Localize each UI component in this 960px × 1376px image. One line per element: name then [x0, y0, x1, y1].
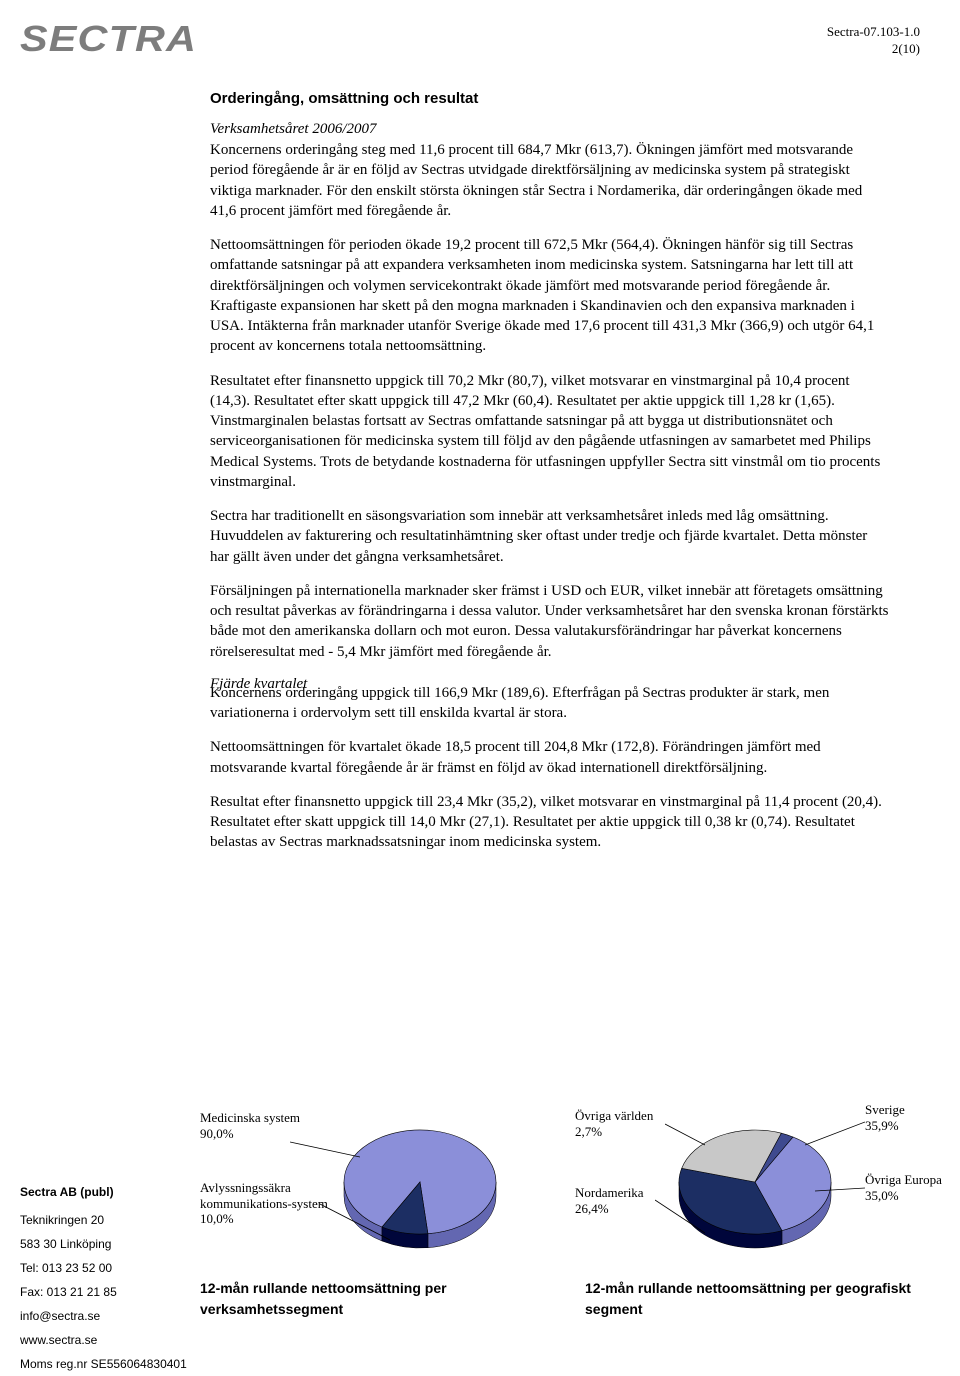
- slice-percent: 35,9%: [865, 1118, 899, 1133]
- chart-geography: Sverige 35,9% Övriga Europa 35,0% Nordam…: [585, 1110, 930, 1320]
- company-email: info@sectra.se: [20, 1304, 190, 1328]
- paragraph: Nettoomsättningen för kvartalet ökade 18…: [210, 737, 890, 778]
- slice-label: Övriga Europa: [865, 1172, 942, 1187]
- company-name: Sectra AB (publ): [20, 1180, 190, 1204]
- company-address-line: Teknikringen 20: [20, 1208, 190, 1232]
- page-number: 2(10): [827, 41, 920, 58]
- slice-percent: 10,0%: [200, 1211, 234, 1226]
- leader-line: [805, 1120, 865, 1150]
- company-vat: Moms reg.nr SE556064830401: [20, 1352, 190, 1376]
- slice-label: Nordamerika: [575, 1185, 644, 1200]
- paragraph: Resultat efter finansnetto uppgick till …: [210, 792, 890, 853]
- leader-line: [665, 1120, 705, 1150]
- slice-label: Avlyssningssäkra kommunikations-system: [200, 1180, 328, 1211]
- chart-label: Övriga Europa 35,0%: [865, 1172, 945, 1203]
- slice-label: Övriga världen: [575, 1108, 653, 1123]
- doc-id: Sectra-07.103-1.0: [827, 24, 920, 41]
- logo: SECTRA: [20, 18, 197, 60]
- slice-label: Medicinska system: [200, 1110, 300, 1125]
- company-address-line: 583 30 Linköping: [20, 1232, 190, 1256]
- company-phone: Tel: 013 23 52 00: [20, 1256, 190, 1280]
- paragraph: Resultatet efter finansnetto uppgick til…: [210, 371, 890, 493]
- slice-percent: 26,4%: [575, 1201, 609, 1216]
- chart-label: Avlyssningssäkra kommunikations-system 1…: [200, 1180, 330, 1227]
- leader-line: [320, 1202, 390, 1242]
- chart-title: 12-mån rullande nettoomsättning per geog…: [585, 1278, 930, 1320]
- leader-line: [290, 1132, 360, 1162]
- section-title: Orderingång, omsättning och resultat: [210, 90, 890, 107]
- slice-label: Sverige: [865, 1102, 905, 1117]
- company-fax: Fax: 013 21 21 85: [20, 1280, 190, 1304]
- paragraph: Sectra har traditionellt en säsongsvaria…: [210, 506, 890, 567]
- paragraph: Nettoomsättningen för perioden ökade 19,…: [210, 235, 890, 357]
- paragraph: Koncernens orderingång uppgick till 166,…: [210, 683, 890, 724]
- charts-row: Medicinska system 90,0% Avlyssningssäkra…: [200, 1110, 930, 1320]
- company-sidebar: Sectra AB (publ) Teknikringen 20 583 30 …: [20, 1180, 190, 1376]
- chart-label: Sverige 35,9%: [865, 1102, 945, 1133]
- slice-percent: 35,0%: [865, 1188, 899, 1203]
- header-meta: Sectra-07.103-1.0 2(10): [827, 24, 920, 58]
- chart-title: 12-mån rullande nettoomsättning per verk…: [200, 1278, 545, 1320]
- chart-segment: Medicinska system 90,0% Avlyssningssäkra…: [200, 1110, 545, 1320]
- slice-percent: 90,0%: [200, 1126, 234, 1141]
- paragraph: Försäljningen på internationella marknad…: [210, 581, 890, 662]
- leader-line: [815, 1186, 865, 1196]
- company-website: www.sectra.se: [20, 1328, 190, 1352]
- main-content: Orderingång, omsättning och resultat Ver…: [210, 90, 890, 867]
- slice-percent: 2,7%: [575, 1124, 602, 1139]
- year-heading: Verksamhetsåret 2006/2007: [210, 121, 890, 138]
- paragraph: Koncernens orderingång steg med 11,6 pro…: [210, 140, 890, 221]
- leader-line: [655, 1198, 705, 1238]
